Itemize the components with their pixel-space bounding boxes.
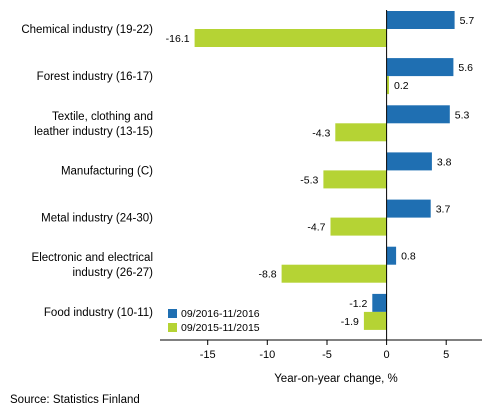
category-label: Chemical industry (19-22) — [21, 24, 153, 36]
value-labels-layer: 5.7 -16.1 5.6 0.2 5.3 -4.3 3.8 -5.3 3.7 -4.7 0.8 -8… — [166, 15, 475, 328]
legend-swatch — [168, 323, 177, 332]
bar-series-2016-1 — [386, 58, 454, 77]
legend-swatch — [168, 309, 177, 318]
bar-series-2015-2 — [335, 123, 387, 142]
category-label: Manufacturing (C) — [61, 165, 153, 177]
value-label: 3.8 — [437, 156, 452, 168]
category-label: Forest industry (16-17) — [37, 71, 153, 83]
category-label: industry (26-27) — [72, 267, 153, 279]
value-label: 3.7 — [436, 204, 451, 216]
value-label: -8.8 — [259, 269, 277, 281]
value-label: -1.2 — [349, 298, 367, 310]
bar-series-2015-6 — [363, 311, 387, 330]
value-label: -16.1 — [166, 33, 190, 45]
source-note: Source: Statistics Finland — [10, 394, 140, 406]
x-tick-label: 5 — [443, 349, 449, 361]
value-label: 5.6 — [458, 62, 473, 74]
x-tick-label: -5 — [322, 349, 332, 361]
bar-series-2015-1 — [386, 76, 389, 95]
category-labels-layer: Chemical industry (19-22) Forest industry… — [21, 24, 153, 319]
bar-series-2016-6 — [372, 293, 387, 312]
value-label: -4.7 — [307, 222, 325, 234]
x-axis-ticks: -15 -10 -5 0 5 — [200, 340, 449, 361]
x-axis-title: Year-on-year change, % — [274, 373, 398, 385]
category-label: Textile, clothing and — [52, 111, 153, 123]
bar-series-2016-5 — [386, 246, 397, 265]
value-label: 0.8 — [401, 251, 416, 263]
legend-label: 09/2015-11/2015 — [181, 322, 260, 334]
bar-series-2015-5 — [281, 264, 387, 283]
x-tick-label: -10 — [259, 349, 275, 361]
bar-series-2016-4 — [386, 199, 431, 218]
value-label: -1.9 — [341, 316, 359, 328]
category-label: Food industry (10-11) — [44, 307, 153, 319]
x-tick-label: 0 — [384, 349, 390, 361]
bar-series-2016-3 — [386, 152, 432, 171]
value-label: 0.2 — [394, 80, 409, 92]
category-label: Metal industry (24-30) — [41, 213, 153, 225]
category-label: Electronic and electrical — [32, 252, 153, 264]
bars-layer — [194, 11, 455, 330]
bar-series-2016-0 — [386, 11, 455, 29]
bar-series-2016-2 — [386, 105, 450, 124]
legend: 09/2016-11/2016 09/2015-11/2015 — [168, 308, 260, 334]
value-label: -4.3 — [312, 127, 330, 139]
x-tick-label: -15 — [200, 349, 216, 361]
bar-series-2015-0 — [194, 29, 387, 47]
legend-label: 09/2016-11/2016 — [181, 308, 260, 320]
category-label: leather industry (13-15) — [34, 126, 153, 138]
value-label: 5.3 — [455, 109, 470, 121]
value-label: -5.3 — [300, 174, 318, 186]
value-label: 5.7 — [460, 15, 475, 27]
bar-series-2015-4 — [330, 217, 387, 236]
bar-series-2015-3 — [323, 170, 387, 189]
